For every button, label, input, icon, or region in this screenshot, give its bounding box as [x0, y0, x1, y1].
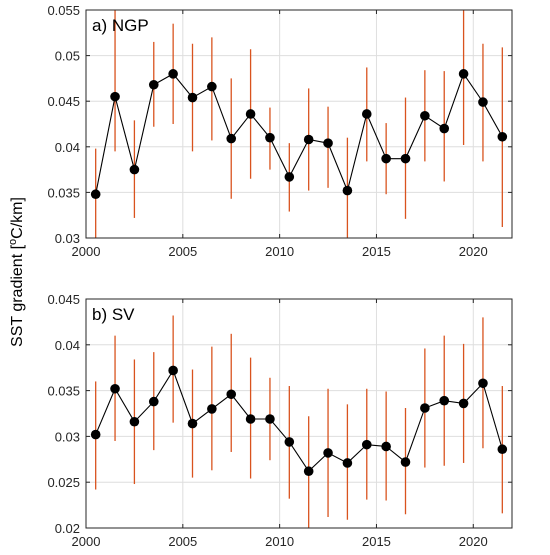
x-tick-label-ngp: 2020: [459, 244, 488, 259]
data-point-sv: [361, 439, 372, 450]
y-axis-label: SST gradient [oC/km]: [7, 197, 26, 347]
data-point-ngp: [420, 110, 430, 121]
y-tick-label-sv: 0.045: [47, 292, 80, 307]
y-tick-label-sv: 0.025: [47, 475, 80, 490]
data-point-ngp: [381, 153, 391, 164]
y-tick-label-ngp: 0.035: [47, 185, 80, 200]
data-point-ngp: [439, 123, 450, 134]
data-point-ngp: [168, 69, 178, 79]
data-point-sv: [148, 396, 159, 407]
data-point-ngp: [226, 133, 237, 144]
data-point-sv: [129, 416, 140, 427]
y-axis-label-unit: C/km]: [9, 197, 26, 239]
data-point-sv: [303, 466, 314, 477]
data-point-sv: [323, 448, 333, 458]
data-point-ngp: [323, 138, 333, 148]
panel-label-sv: b) SV: [92, 305, 135, 324]
data-point-ngp: [400, 153, 411, 164]
x-tick-label-ngp: 2010: [265, 244, 294, 259]
x-tick-label-sv: 2005: [168, 534, 197, 549]
axes-frame-sv: [85, 298, 513, 529]
data-point-ngp: [129, 164, 140, 175]
y-tick-label-ngp: 0.04: [55, 140, 80, 155]
panel-label-ngp: a) NGP: [92, 16, 149, 35]
data-point-sv: [439, 395, 450, 406]
axes-frame-ngp: [85, 9, 513, 239]
data-point-sv: [381, 441, 391, 452]
data-point-ngp: [90, 189, 101, 200]
data-point-ngp: [110, 91, 120, 102]
data-point-ngp: [284, 172, 295, 182]
data-point-sv: [265, 414, 275, 424]
y-tick-label-sv: 0.03: [55, 429, 80, 444]
y-tick-label-ngp: 0.05: [55, 49, 80, 64]
x-tick-label-sv: 2015: [362, 534, 391, 549]
data-point-ngp: [207, 81, 217, 92]
data-point-ngp: [478, 97, 488, 107]
data-point-sv: [458, 398, 469, 409]
x-tick-label-sv: 2000: [72, 534, 101, 549]
data-point-sv: [226, 389, 237, 400]
y-axis-label-main: SST gradient [: [9, 244, 26, 347]
y-tick-label-sv: 0.035: [47, 384, 80, 399]
data-point-sv: [168, 365, 178, 376]
y-tick-label-sv: 0.04: [55, 338, 80, 353]
data-point-sv: [400, 457, 411, 467]
panel-sv: 2000 2005 2010 2015 2020 0.02 0.025 0.03 0.035 0.…: [47, 292, 513, 549]
y-tick-label-sv: 0.02: [55, 521, 80, 536]
data-point-sv: [497, 444, 508, 455]
plot-area-sv: [86, 299, 512, 528]
y-tick-label-ngp: 0.055: [47, 3, 80, 18]
series-line-ngp: [95, 72, 503, 195]
series-line-sv: [95, 369, 503, 473]
plot-area-ngp: [86, 10, 512, 238]
x-tick-label-ngp: 2005: [168, 244, 197, 259]
data-point-ngp: [187, 92, 198, 103]
data-point-ngp: [148, 79, 159, 90]
x-tick-label-sv: 2010: [265, 534, 294, 549]
panel-ngp: 2000 2005 2010 2015 2020 0.03 0.035 0.04 0.045 0.…: [47, 3, 513, 259]
y-tick-label-ngp: 0.03: [55, 231, 80, 246]
y-axis-label-superscript: o: [7, 239, 19, 245]
data-point-ngp: [245, 109, 256, 119]
data-point-sv: [207, 404, 217, 414]
x-tick-label-ngp: 2015: [362, 244, 391, 259]
x-tick-label-sv: 2020: [459, 534, 488, 549]
data-point-ngp: [303, 134, 314, 145]
data-point-sv: [342, 458, 353, 468]
data-point-sv: [90, 429, 101, 440]
data-point-sv: [187, 418, 198, 429]
data-point-ngp: [458, 69, 469, 79]
y-tick-label-ngp: 0.045: [47, 94, 80, 109]
data-point-ngp: [497, 131, 508, 142]
data-point-ngp: [342, 185, 353, 196]
data-point-sv: [478, 378, 488, 389]
data-point-sv: [245, 414, 256, 424]
data-point-sv: [420, 403, 430, 413]
data-point-ngp: [265, 132, 275, 143]
data-point-sv: [284, 437, 295, 447]
data-point-sv: [110, 383, 120, 394]
data-point-ngp: [361, 109, 372, 119]
x-tick-label-ngp: 2000: [72, 244, 101, 259]
